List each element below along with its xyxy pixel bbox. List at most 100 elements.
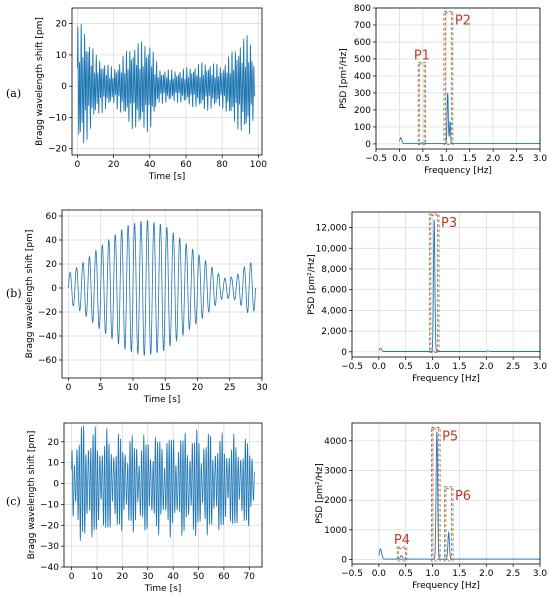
psd-xtick-label: −0.5 xyxy=(365,154,387,164)
time-xtick-label: 80 xyxy=(216,160,228,170)
psd-ytick-label: 4000 xyxy=(324,437,347,447)
time-ytick-label: −40 xyxy=(40,563,59,573)
psd-axes-frame xyxy=(351,211,541,358)
time-xtick-label: 50 xyxy=(193,572,205,582)
psd-ytick-label: 200 xyxy=(354,106,371,116)
peak-box-p5 xyxy=(431,427,441,562)
time-axes-frame xyxy=(71,7,263,156)
time-ytick-label: 20 xyxy=(48,438,60,448)
psd-ytick-label: 2,000 xyxy=(321,327,347,337)
time-xtick-label: 20 xyxy=(108,160,120,170)
psd-xlabel: Frequency [Hz] xyxy=(424,166,492,176)
time-series-line xyxy=(71,425,255,541)
psd-ylabel: PSD [pm²/Hz] xyxy=(339,48,349,109)
time-ytick-label: −20 xyxy=(38,308,57,318)
time-ytick-label: −30 xyxy=(40,542,59,552)
psd-ytick-label: 700 xyxy=(354,21,371,31)
time-xtick-label: 30 xyxy=(256,383,268,393)
peak-box-p3 xyxy=(428,213,440,354)
psd-xtick-label: 2.0 xyxy=(479,362,494,372)
time-xtick-label: 25 xyxy=(224,383,235,393)
time-xtick-label: 0 xyxy=(66,383,72,393)
peak-label-p5: P5 xyxy=(442,429,458,444)
psd-ytick-label: 0 xyxy=(365,140,371,150)
peak-box-p2 xyxy=(443,10,454,146)
psd-xtick-label: 2.5 xyxy=(506,362,520,372)
psd-xtick-label: 2.0 xyxy=(486,154,501,164)
psd-ytick-label: 4,000 xyxy=(321,306,347,316)
psd-xtick-label: 0.5 xyxy=(399,362,413,372)
peak-box-inner-p1 xyxy=(419,63,425,144)
psd-xtick-label: 1.0 xyxy=(439,154,454,164)
psd-ytick-label: 800 xyxy=(354,4,371,14)
psd-xtick-label: 3.0 xyxy=(533,362,548,372)
time-xtick-label: 30 xyxy=(142,572,154,582)
time-series-chart: 0 5 10 15 20 25 30 −60 −40 −20 0 20 40 60 Time [s] Brag… xyxy=(25,209,268,405)
time-axes-frame xyxy=(63,422,263,568)
time-ytick-label: −60 xyxy=(38,356,57,366)
psd-chart: −0.5 0.0 0.5 1.0 1.5 2.0 2.5 3.0 0 1000 2000 3000 40… xyxy=(315,422,547,591)
psd-xtick-label: 1.5 xyxy=(452,362,466,372)
peak-box-inner-p2 xyxy=(445,12,452,144)
psd-ytick-label: 500 xyxy=(354,55,371,65)
time-ytick-label: 60 xyxy=(46,212,58,222)
time-xtick-label: 10 xyxy=(127,383,139,393)
time-xlabel: Time [s] xyxy=(143,395,181,405)
time-ylabel: Bragg wavelength shift [pm] xyxy=(35,17,45,146)
psd-ytick-label: 10,000 xyxy=(316,244,348,254)
time-xtick-label: 15 xyxy=(159,383,170,393)
row-label: (a) xyxy=(6,87,21,100)
time-ytick-label: −20 xyxy=(48,145,67,155)
time-ytick-label: 0 xyxy=(51,284,57,294)
psd-xlabel: Frequency [Hz] xyxy=(412,581,480,591)
time-ylabel: Bragg wavelength shift [pm] xyxy=(27,431,37,560)
psd-ytick-label: 1000 xyxy=(324,526,347,536)
peak-box-inner-p4 xyxy=(398,548,406,560)
psd-xtick-label: 2.5 xyxy=(506,569,520,579)
peak-box-inner-p5 xyxy=(432,428,439,560)
time-xtick-label: 5 xyxy=(98,383,104,393)
time-xtick-label: 40 xyxy=(144,160,156,170)
peak-label-p4: P4 xyxy=(394,533,410,548)
psd-xtick-label: 1.5 xyxy=(452,569,466,579)
psd-chart: −0.5 0.0 0.5 1.0 1.5 2.0 2.5 3.0 0 100 200 300 400 50… xyxy=(339,4,547,176)
psd-ytick-label: 0 xyxy=(341,348,347,358)
psd-grid xyxy=(351,212,541,357)
psd-xtick-label: 0.0 xyxy=(372,362,387,372)
psd-xlabel: Frequency [Hz] xyxy=(412,374,480,384)
peak-label-p6: P6 xyxy=(455,489,471,504)
time-xtick-label: 0 xyxy=(69,572,75,582)
time-ytick-label: 20 xyxy=(56,20,68,30)
time-xtick-label: 100 xyxy=(250,160,267,170)
psd-xtick-label: 1.0 xyxy=(425,569,440,579)
time-series-chart: 0 10 20 30 40 50 60 70 −40 −30 −20 −10 0 10 20 Time [s]… xyxy=(27,422,263,594)
psd-xtick-label: 2.5 xyxy=(509,154,523,164)
psd-ytick-label: 8,000 xyxy=(321,265,347,275)
psd-ytick-label: 300 xyxy=(354,89,371,99)
row-label: (b) xyxy=(6,287,22,300)
psd-ytick-label: 400 xyxy=(354,72,371,82)
time-xlabel: Time [s] xyxy=(148,172,186,182)
peak-box-p6 xyxy=(443,486,454,562)
time-ytick-label: 0 xyxy=(61,82,67,92)
time-series-line xyxy=(68,220,256,356)
time-xlabel: Time [s] xyxy=(144,584,182,594)
row-0: (a) 0 20 40 60 80 100 −20 −10 0 10 20 Time [s] Bragg … xyxy=(6,4,547,182)
psd-xtick-label: 0.5 xyxy=(399,569,413,579)
peak-box-inner-p3 xyxy=(430,215,438,352)
time-ytick-label: 0 xyxy=(53,480,59,490)
time-ytick-label: −10 xyxy=(40,500,59,510)
time-series-line xyxy=(77,23,256,144)
row-1: (b) 0 5 10 15 20 25 30 −60 −40 −20 0 20 40 60 Time [s] B… xyxy=(6,209,548,405)
psd-xtick-label: −0.5 xyxy=(341,362,363,372)
psd-xtick-label: 0.0 xyxy=(392,154,407,164)
psd-ytick-label: 0 xyxy=(341,556,347,566)
time-xtick-label: 10 xyxy=(91,572,103,582)
psd-xtick-label: 0.5 xyxy=(416,154,430,164)
peak-label-p2: P2 xyxy=(455,13,471,28)
time-xtick-label: 20 xyxy=(117,572,129,582)
psd-line xyxy=(378,219,540,352)
peak-box-p4 xyxy=(396,546,408,562)
psd-ytick-label: 12,000 xyxy=(316,224,348,234)
psd-grid xyxy=(375,7,541,149)
